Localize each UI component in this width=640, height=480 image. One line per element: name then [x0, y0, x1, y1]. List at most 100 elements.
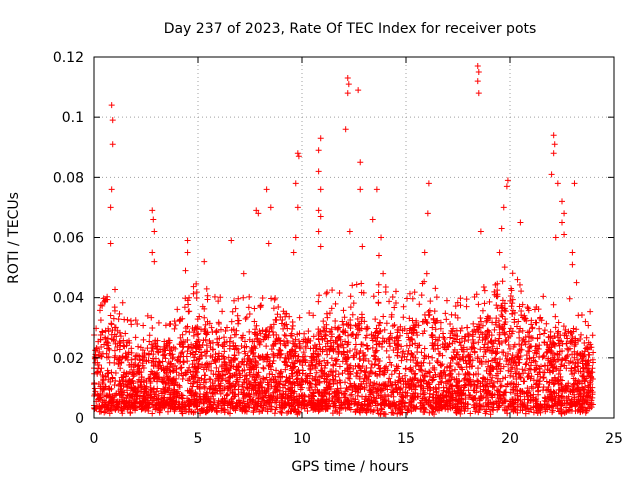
data-point — [157, 346, 164, 353]
data-point — [546, 367, 553, 374]
data-point — [521, 378, 528, 385]
data-point — [361, 400, 368, 407]
data-point — [228, 400, 235, 407]
data-point — [550, 381, 557, 388]
data-point — [373, 341, 380, 348]
data-point — [498, 382, 505, 389]
data-point — [389, 294, 396, 301]
data-point — [289, 400, 296, 407]
data-point — [283, 378, 290, 385]
data-point — [550, 364, 557, 371]
data-point — [118, 374, 125, 381]
data-point — [234, 378, 241, 385]
data-point — [263, 186, 270, 193]
data-point — [315, 207, 322, 214]
data-point — [389, 322, 396, 329]
data-point — [463, 296, 470, 303]
data-point — [402, 384, 409, 391]
data-point — [305, 393, 312, 400]
data-point — [423, 397, 430, 404]
data-point — [259, 353, 266, 360]
data-point — [317, 367, 324, 374]
data-point — [94, 392, 101, 399]
data-point — [517, 219, 524, 226]
data-point — [277, 370, 284, 377]
data-point — [116, 310, 123, 317]
data-point — [273, 398, 280, 405]
data-point — [479, 337, 486, 344]
data-point — [132, 317, 139, 324]
data-point — [421, 355, 428, 362]
data-point — [375, 252, 382, 259]
data-point — [415, 393, 422, 400]
data-point — [177, 341, 184, 348]
data-point — [367, 391, 374, 398]
data-point — [152, 337, 159, 344]
data-point — [376, 340, 383, 347]
data-point — [550, 132, 557, 139]
data-point — [352, 335, 359, 342]
data-point — [250, 349, 257, 356]
data-point — [380, 270, 387, 277]
data-point — [106, 385, 113, 392]
data-point — [124, 381, 131, 388]
data-point — [191, 357, 198, 364]
data-point — [304, 339, 311, 346]
data-point — [381, 367, 388, 374]
data-point — [341, 367, 348, 374]
data-point — [284, 410, 291, 417]
data-point — [182, 267, 189, 274]
data-point — [189, 361, 196, 368]
data-point — [348, 391, 355, 398]
data-point — [321, 364, 328, 371]
data-point — [117, 339, 124, 346]
data-point — [277, 314, 284, 321]
data-point — [289, 405, 296, 412]
data-point — [132, 362, 139, 369]
data-point — [585, 322, 592, 329]
data-point — [418, 292, 425, 299]
data-point — [154, 343, 161, 350]
data-point — [112, 286, 119, 293]
data-point — [315, 401, 322, 408]
data-point — [321, 370, 328, 377]
data-point — [489, 343, 496, 350]
data-point — [523, 317, 530, 324]
data-point — [557, 401, 564, 408]
data-point — [347, 325, 354, 332]
data-point — [121, 343, 128, 350]
data-point — [544, 406, 551, 413]
data-point — [186, 387, 193, 394]
data-point — [180, 338, 187, 345]
data-point — [571, 364, 578, 371]
data-point — [279, 390, 286, 397]
data-point — [109, 327, 116, 334]
data-point — [509, 310, 516, 317]
data-point — [400, 394, 407, 401]
data-point — [120, 337, 127, 344]
data-point — [418, 383, 425, 390]
data-point — [226, 410, 233, 417]
data-point — [536, 325, 543, 332]
data-point — [281, 401, 288, 408]
data-point — [398, 343, 405, 350]
data-point — [414, 332, 421, 339]
data-point — [226, 338, 233, 345]
data-point — [162, 401, 169, 408]
data-point — [112, 340, 119, 347]
data-point — [203, 348, 210, 355]
x-tick-label: 15 — [397, 431, 415, 447]
data-point — [97, 368, 104, 375]
data-point — [221, 356, 228, 363]
data-point — [525, 370, 532, 377]
data-point — [208, 367, 215, 374]
data-point — [455, 393, 462, 400]
data-point — [224, 391, 231, 398]
data-point — [479, 331, 486, 338]
data-point — [515, 371, 522, 378]
data-point — [438, 401, 445, 408]
data-point — [241, 361, 248, 368]
data-point — [235, 391, 242, 398]
data-point — [452, 354, 459, 361]
